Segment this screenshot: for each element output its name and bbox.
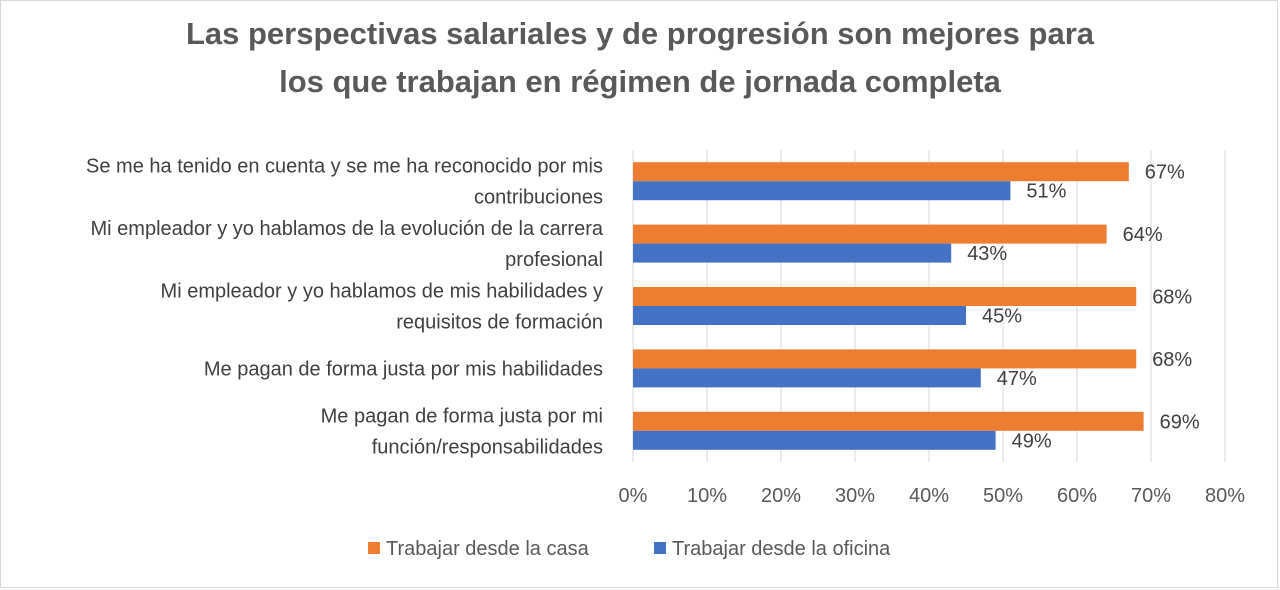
data-label: 67% bbox=[1145, 162, 1185, 184]
data-label: 45% bbox=[982, 306, 1022, 328]
x-tick-label: 80% bbox=[1205, 485, 1245, 507]
data-label: 51% bbox=[1026, 181, 1066, 203]
legend-swatch bbox=[368, 542, 380, 554]
data-label: 43% bbox=[967, 243, 1007, 265]
bar-casa bbox=[633, 224, 1107, 244]
category-label: contribuciones bbox=[474, 187, 603, 209]
category-label: profesional bbox=[505, 249, 603, 271]
category-label: requisitos de formación bbox=[396, 312, 603, 334]
x-tick-label: 40% bbox=[909, 485, 949, 507]
legend-swatch bbox=[654, 542, 666, 554]
legend-label: Trabajar desde la oficina bbox=[672, 538, 891, 560]
legend-label: Trabajar desde la casa bbox=[386, 538, 590, 560]
chart-title: Las perspectivas salariales y de progres… bbox=[0, 10, 1280, 106]
x-tick-label: 10% bbox=[687, 485, 727, 507]
category-label: Se me ha tenido en cuenta y se me ha rec… bbox=[86, 156, 603, 178]
category-label: Me pagan de forma justa por mi bbox=[321, 405, 603, 427]
bar-oficina bbox=[633, 243, 952, 263]
bar-casa bbox=[633, 349, 1137, 369]
bar-oficina bbox=[633, 306, 966, 325]
bar-casa bbox=[633, 162, 1129, 182]
x-tick-label: 30% bbox=[835, 485, 875, 507]
x-tick-label: 70% bbox=[1131, 485, 1171, 507]
category-label: Me pagan de forma justa por mis habilida… bbox=[204, 358, 603, 380]
x-tick-label: 20% bbox=[761, 485, 801, 507]
bar-oficina bbox=[633, 368, 981, 388]
bar-casa bbox=[633, 411, 1144, 431]
data-label: 49% bbox=[1012, 430, 1052, 452]
data-label: 68% bbox=[1152, 287, 1192, 309]
x-tick-label: 60% bbox=[1057, 485, 1097, 507]
bar-oficina bbox=[633, 181, 1011, 201]
x-tick-label: 0% bbox=[619, 485, 648, 507]
bar-oficina bbox=[633, 430, 996, 450]
x-tick-label: 50% bbox=[983, 485, 1023, 507]
data-label: 64% bbox=[1123, 224, 1163, 246]
chart-title-line-2: los que trabajan en régimen de jornada c… bbox=[279, 64, 1001, 99]
category-label: Mi empleador y yo hablamos de mis habili… bbox=[161, 281, 603, 303]
data-label: 47% bbox=[997, 368, 1037, 390]
category-label: función/responsabilidades bbox=[372, 436, 603, 458]
bar-casa bbox=[633, 287, 1137, 306]
chart-title-line-1: Las perspectivas salariales y de progres… bbox=[185, 16, 1095, 51]
category-label: Mi empleador y yo hablamos de la evoluci… bbox=[91, 218, 604, 240]
data-label: 68% bbox=[1152, 349, 1192, 371]
data-label: 69% bbox=[1160, 411, 1200, 433]
